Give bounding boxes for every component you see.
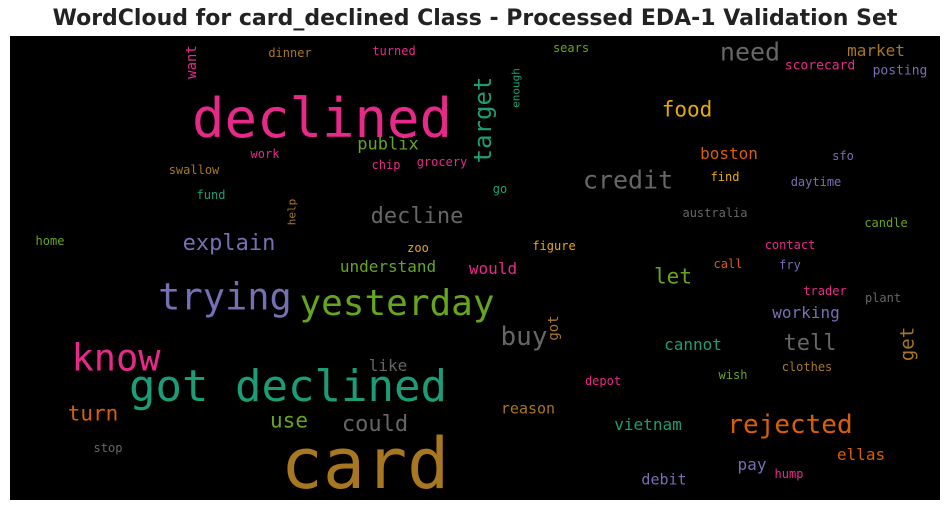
- word-clothes: clothes: [781, 360, 833, 374]
- word-trying: trying: [158, 275, 292, 319]
- word-hump: hump: [774, 467, 804, 481]
- word-yesterday: yesterday: [299, 283, 495, 324]
- word-sfo: sfo: [832, 149, 854, 163]
- word-wish: wish: [718, 368, 748, 382]
- word-would: would: [468, 259, 518, 278]
- word-zoo: zoo: [407, 241, 429, 255]
- word-grocery: grocery: [416, 155, 468, 169]
- word-could: could: [341, 412, 409, 437]
- word-go: go: [492, 182, 508, 196]
- word-swallow: swallow: [168, 163, 220, 177]
- word-target: target: [469, 76, 497, 164]
- word-turned: turned: [372, 44, 416, 58]
- word-explain: explain: [182, 231, 276, 256]
- word-help: help: [285, 198, 299, 226]
- word-market: market: [847, 41, 905, 60]
- word-enough: enough: [509, 68, 523, 108]
- word-need: need: [719, 37, 781, 67]
- word-decline: decline: [370, 204, 464, 229]
- word-credit: credit: [582, 165, 674, 195]
- word-use: use: [270, 408, 308, 433]
- word-got: got: [546, 315, 562, 341]
- word-got-declined: got declined: [129, 361, 447, 412]
- word-scorecard: scorecard: [784, 58, 856, 74]
- wordcloud-canvas: card declined got declined yesterday trying k…: [10, 36, 940, 500]
- word-trader: trader: [803, 284, 847, 298]
- word-declined: declined: [191, 87, 453, 150]
- word-buy: buy: [500, 322, 548, 352]
- word-sears: sears: [552, 41, 590, 55]
- word-get: get: [896, 326, 919, 362]
- word-cannot: cannot: [664, 335, 722, 354]
- word-working: working: [772, 303, 840, 322]
- word-vietnam: vietnam: [614, 415, 682, 434]
- word-pay: pay: [737, 455, 767, 474]
- word-depot: depot: [584, 374, 622, 388]
- word-daytime: daytime: [790, 175, 842, 189]
- word-plant: plant: [864, 291, 902, 305]
- chart-title: WordCloud for card_declined Class - Proc…: [52, 6, 898, 31]
- word-figure: figure: [532, 239, 576, 253]
- word-stop: stop: [93, 441, 123, 455]
- word-publix: publix: [357, 134, 419, 155]
- word-find: find: [710, 170, 740, 184]
- word-candle: candle: [864, 216, 908, 230]
- word-boston: boston: [700, 144, 758, 163]
- word-want: want: [184, 45, 200, 79]
- word-dinner: dinner: [268, 46, 312, 60]
- word-tell: tell: [783, 331, 837, 356]
- word-understand: understand: [339, 257, 437, 276]
- word-contact: contact: [764, 238, 816, 252]
- word-fund: fund: [196, 188, 226, 202]
- word-posting: posting: [872, 63, 928, 79]
- word-home: home: [35, 234, 65, 248]
- word-work: work: [250, 147, 280, 161]
- word-turn: turn: [67, 401, 119, 426]
- word-australia: australia: [682, 206, 748, 220]
- word-debit: debit: [641, 470, 687, 489]
- word-fry: fry: [779, 258, 801, 272]
- word-rejected: rejected: [727, 410, 853, 440]
- word-chip: chip: [371, 158, 401, 172]
- word-call: call: [713, 257, 743, 271]
- word-let: let: [654, 264, 692, 289]
- word-ellas: ellas: [836, 445, 886, 464]
- word-food: food: [661, 97, 713, 122]
- word-card: card: [280, 423, 450, 500]
- word-like: like: [368, 356, 408, 375]
- word-know: know: [71, 336, 161, 380]
- word-reason: reason: [500, 399, 556, 418]
